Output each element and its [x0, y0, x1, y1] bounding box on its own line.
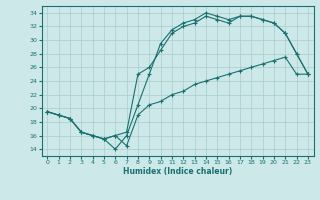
X-axis label: Humidex (Indice chaleur): Humidex (Indice chaleur): [123, 167, 232, 176]
